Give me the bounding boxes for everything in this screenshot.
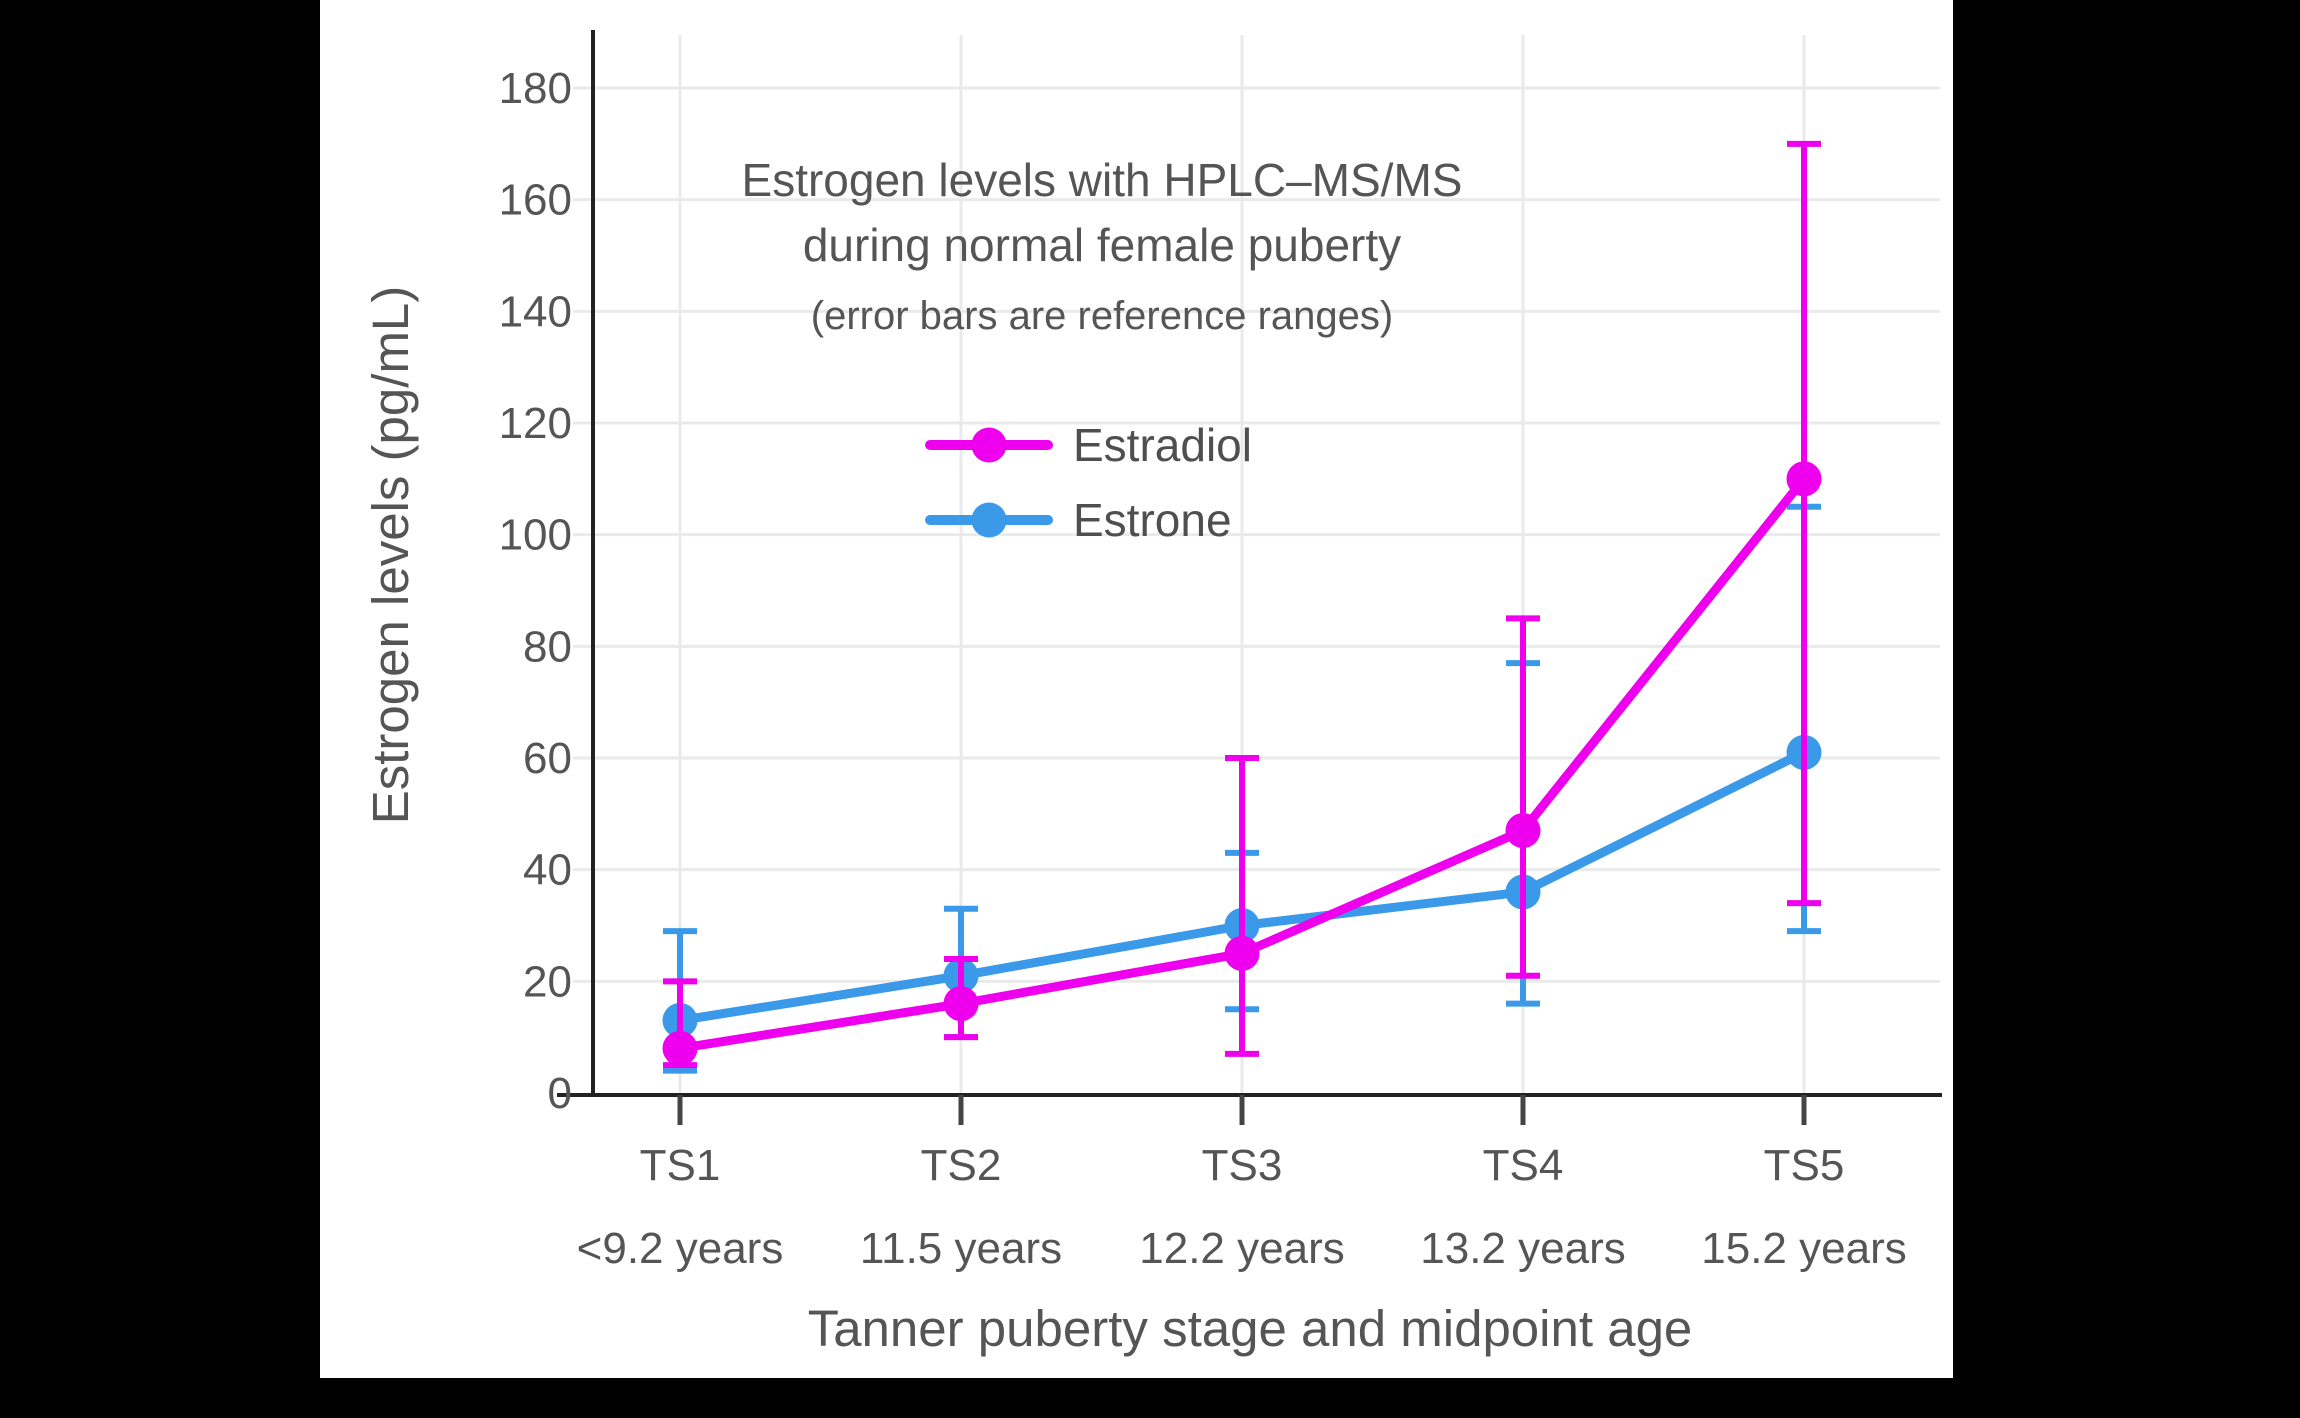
- y-tick-label: 120: [499, 399, 572, 448]
- legend-marker-estradiol: [925, 427, 1053, 463]
- x-tick-label-stage: TS2: [921, 1141, 1002, 1190]
- y-tick-label: 80: [523, 622, 572, 671]
- axis-tick-labels: 0 20 40 60 80 100 120 140 160 180 TS1 TS2 TS3 TS4 TS5 <…: [499, 64, 1907, 1273]
- y-tick-label: 100: [499, 511, 572, 560]
- x-tick-label-age: 13.2 years: [1420, 1224, 1625, 1273]
- chart-subtitle: (error bars are reference ranges): [811, 294, 1393, 338]
- data-point-marker: [943, 986, 979, 1022]
- y-tick-label: 0: [548, 1069, 572, 1118]
- x-tick-label-stage: TS4: [1483, 1141, 1564, 1190]
- data-point-marker: [1224, 935, 1260, 971]
- x-tick-label-age: 15.2 years: [1701, 1224, 1906, 1273]
- chart-card: 0 20 40 60 80 100 120 140 160 180 TS1 TS2 TS3 TS4 TS5 <…: [320, 0, 1953, 1378]
- legend-dot: [971, 427, 1007, 463]
- x-tick-label-age: <9.2 years: [577, 1224, 784, 1273]
- legend-label-estradiol: Estradiol: [1073, 419, 1252, 471]
- data-point-marker: [1505, 813, 1541, 849]
- x-tick-label-age: 12.2 years: [1139, 1224, 1344, 1273]
- legend: Estradiol Estrone: [925, 419, 1252, 546]
- y-tick-label: 40: [523, 846, 572, 895]
- line-chart: 0 20 40 60 80 100 120 140 160 180 TS1 TS2 TS3 TS4 TS5 <…: [362, 30, 1942, 1357]
- legend-item-estradiol: Estradiol: [925, 419, 1252, 471]
- y-tick-label: 180: [499, 64, 572, 113]
- legend-item-estrone: Estrone: [925, 494, 1232, 546]
- legend-dot: [971, 502, 1007, 538]
- chart-title-line1: Estrogen levels with HPLC–MS/MS: [742, 154, 1463, 206]
- x-tick-label-stage: TS5: [1764, 1141, 1845, 1190]
- legend-label-estrone: Estrone: [1073, 494, 1232, 546]
- y-tick-label: 60: [523, 734, 572, 783]
- y-tick-label: 160: [499, 176, 572, 225]
- data-point-marker: [1786, 461, 1822, 497]
- x-axis-title: Tanner puberty stage and midpoint age: [808, 1300, 1693, 1357]
- legend-marker-estrone: [925, 502, 1053, 538]
- chart-title-line2: during normal female puberty: [803, 219, 1401, 271]
- axes: [557, 30, 1942, 1125]
- data-point-marker: [662, 1030, 698, 1066]
- y-tick-label: 20: [523, 957, 572, 1006]
- series-estradiol: [662, 140, 1822, 1069]
- plot-series: [662, 140, 1822, 1074]
- y-tick-label: 140: [499, 287, 572, 336]
- y-axis-title: Estrogen levels (pg/mL): [362, 286, 419, 825]
- x-tick-label-age: 11.5 years: [860, 1224, 1062, 1273]
- x-tick-label-stage: TS3: [1202, 1141, 1283, 1190]
- x-tick-label-stage: TS1: [640, 1141, 721, 1190]
